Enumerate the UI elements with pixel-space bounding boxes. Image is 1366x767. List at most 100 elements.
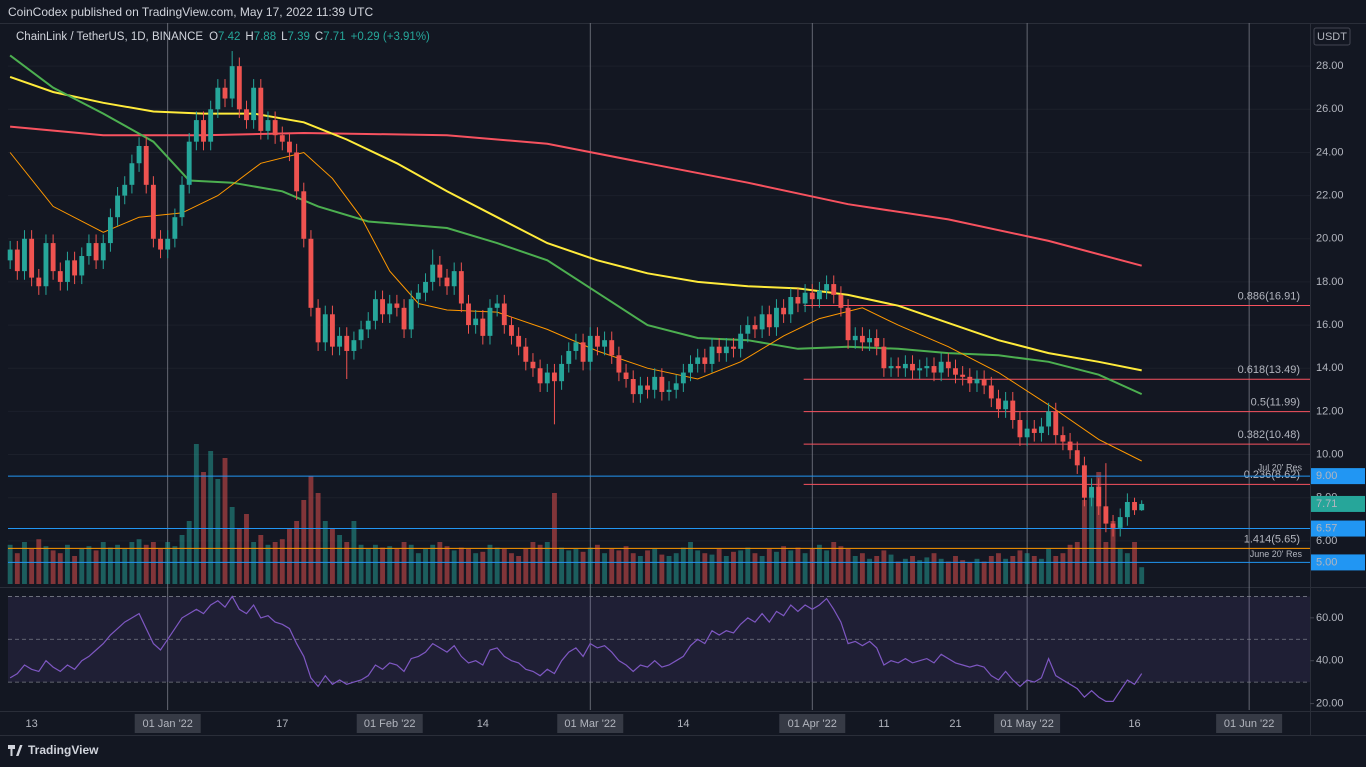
candle-body (451, 271, 457, 287)
candle-body (874, 338, 880, 347)
x-tick-label: 17 (276, 718, 288, 730)
rsi-tick-label: 60.00 (1316, 612, 1344, 624)
candle-body (953, 368, 958, 375)
candle-body (1139, 503, 1145, 511)
level-badge (1311, 468, 1365, 485)
x-tick-box (994, 714, 1061, 733)
level-note: Jul 20' Res (1258, 462, 1303, 472)
volume-bar (308, 476, 314, 584)
volume-bar (594, 544, 600, 584)
candle-body (201, 120, 206, 142)
volume-bar (680, 547, 686, 584)
volume-bar (573, 549, 579, 584)
volume-bar (215, 479, 221, 584)
rsi-tick-label: 20.00 (1316, 697, 1344, 709)
volume-bar (895, 561, 901, 584)
candle-body (115, 195, 121, 218)
volume-bar (702, 553, 708, 584)
volume-bar (287, 528, 292, 584)
symbol: ChainLink / TetherUS, 1D, BINANCE (16, 31, 203, 43)
volume-bar (315, 493, 321, 584)
volume-bar (874, 556, 880, 584)
volume-bar (688, 542, 693, 584)
volume-bar (437, 542, 443, 584)
volume-bar (523, 549, 529, 584)
plot-area: 6.008.0010.0012.0014.0016.0018.0020.0022… (7, 23, 1344, 733)
candle-body (544, 372, 550, 384)
level-label: 0.5(11.99) (1251, 397, 1300, 409)
ohlc-value: 7.39 (288, 31, 310, 43)
volume-bar (466, 549, 471, 584)
volume-bar (544, 542, 550, 584)
volume-bar (1124, 553, 1130, 584)
volume-bar (14, 553, 20, 584)
candle-body (79, 256, 85, 276)
volume-bar (738, 550, 744, 584)
volume-bar (387, 546, 393, 584)
x-tick-label: 01 Apr '22 (788, 718, 837, 730)
candle-body (150, 184, 156, 239)
volume-bar (580, 551, 586, 584)
rsi-tick-label: 40.00 (1316, 655, 1344, 667)
candle-body (122, 184, 128, 196)
x-tick-label: 01 May '22 (1000, 718, 1053, 730)
volume-bar (802, 553, 808, 584)
candle-body (265, 120, 271, 131)
candle-body (372, 299, 378, 321)
x-tick-label: 01 Mar '22 (564, 718, 616, 730)
volume-bar (57, 553, 63, 584)
level-label: 0.236(8.62) (1244, 469, 1300, 481)
volume-bar (752, 553, 758, 584)
candle-body (731, 346, 736, 349)
volume-bar (408, 544, 414, 584)
volume-bar (795, 547, 801, 584)
volume-bar (695, 550, 701, 584)
candle-body (107, 217, 113, 244)
candle-body (1053, 411, 1059, 436)
volume-bar (788, 550, 794, 584)
candle-body (430, 264, 436, 282)
volume-bar (1046, 549, 1052, 584)
candle-body (666, 389, 672, 392)
candle-body (573, 342, 579, 351)
candle-body (458, 271, 464, 304)
candle-body (1110, 523, 1116, 528)
volume-bar (251, 542, 257, 584)
volume-bar (996, 553, 1001, 584)
volume-bar (150, 542, 156, 584)
candle-body (1089, 486, 1095, 498)
volume-bar (509, 553, 514, 584)
volume-bar (329, 528, 335, 584)
volume-bar (652, 549, 658, 584)
candle-body (57, 271, 63, 282)
volume-bar (165, 542, 171, 584)
candle-body (1096, 486, 1102, 507)
volume-bar (945, 561, 951, 584)
candle-body (329, 314, 335, 347)
candle-body (1117, 517, 1123, 528)
logo[interactable]: TradingView (8, 743, 99, 757)
volume-bar (781, 546, 787, 584)
volume-bar (236, 528, 242, 584)
y-tick-label: 20.00 (1316, 233, 1344, 245)
currency-box[interactable] (1313, 27, 1351, 46)
volume-bar (659, 554, 665, 584)
candle-body (802, 292, 808, 304)
volume-bar (981, 561, 987, 584)
x-tick-label: 16 (1128, 718, 1140, 730)
volume-bar (322, 521, 328, 584)
ohlc-value: 7.42 (218, 31, 240, 43)
y-tick-label: 16.00 (1316, 319, 1344, 331)
candle-body (1124, 502, 1130, 518)
volume-bar (129, 542, 135, 584)
volume-bar (480, 551, 486, 584)
candle-body (387, 303, 393, 315)
ohlc-value: 7.71 (323, 31, 345, 43)
candle-body (723, 346, 729, 354)
volume-bar (931, 553, 937, 584)
volume-bar (824, 550, 830, 584)
candle-body (394, 303, 400, 308)
x-tick-label: 01 Jun '22 (1224, 718, 1274, 730)
volume-bar (630, 553, 636, 584)
volume-bar (136, 539, 142, 584)
